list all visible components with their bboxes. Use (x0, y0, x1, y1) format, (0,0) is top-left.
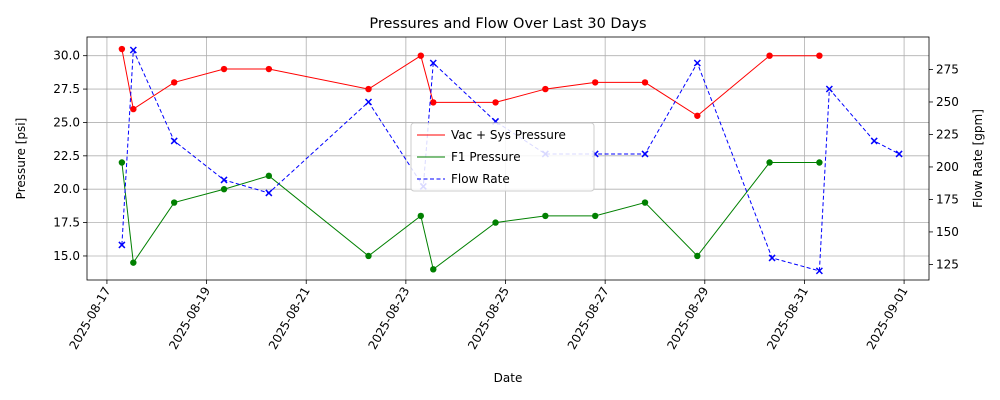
right-y-axis: 125 150 175 200 225 250 275 (929, 62, 959, 271)
marker-stroke (815, 267, 823, 275)
right-tick-label: 175 (936, 192, 959, 206)
left-tick-label: 15.0 (53, 249, 80, 263)
data-point (130, 105, 137, 113)
data-point (265, 172, 273, 180)
data-point (591, 79, 599, 86)
legend-box (410, 122, 595, 192)
right-tick-label: 275 (936, 62, 959, 76)
data-point (492, 219, 499, 226)
marker-stroke (170, 137, 178, 145)
data-point (220, 65, 228, 73)
marker-stroke (641, 150, 649, 158)
data-point (170, 137, 178, 145)
data-point (815, 267, 823, 275)
marker-stroke (364, 98, 373, 106)
legend-label-flow: Flow Rate (451, 172, 510, 186)
data-point (870, 137, 878, 145)
data-point (641, 199, 649, 206)
data-point (364, 98, 373, 106)
data-point (825, 85, 833, 93)
data-point (430, 99, 437, 106)
data-point (768, 254, 776, 262)
marker-stroke (220, 176, 228, 184)
marker-stroke (768, 254, 776, 262)
data-point (129, 46, 137, 54)
series-1 (118, 159, 823, 273)
data-point (641, 150, 649, 158)
data-point (130, 259, 137, 266)
data-point (542, 85, 549, 93)
data-point (694, 112, 701, 119)
marker-stroke (825, 85, 833, 93)
data-point (816, 159, 823, 166)
right-tick-label: 125 (936, 257, 959, 271)
left-y-axis: 15.0 17.5 20.0 22.5 25.0 27.5 30.0 (53, 49, 87, 263)
marker-stroke (118, 241, 126, 249)
data-point (220, 176, 228, 184)
data-point (766, 52, 773, 59)
left-tick-label: 17.5 (53, 216, 80, 230)
left-tick-label: 22.5 (53, 149, 80, 163)
left-y-axis-label: Pressure [psi] (14, 118, 28, 200)
right-tick-label: 250 (936, 95, 959, 109)
left-tick-label: 27.5 (53, 82, 80, 96)
data-point (895, 150, 903, 158)
data-point (591, 212, 599, 220)
data-point (417, 52, 425, 59)
series-0 (118, 45, 823, 119)
data-point (118, 45, 126, 53)
marker-stroke (870, 137, 878, 145)
data-point (417, 212, 425, 220)
data-point (641, 79, 649, 86)
marker-stroke (693, 59, 701, 67)
right-tick-label: 200 (936, 160, 959, 174)
chart-title: Pressures and Flow Over Last 30 Days (369, 16, 646, 32)
grid-lines (87, 37, 929, 280)
legend: Vac + Sys Pressure F1 Pressure Flow Rate (410, 122, 595, 192)
marker-stroke (265, 189, 273, 197)
data-point (170, 79, 178, 86)
marker-stroke (129, 46, 137, 54)
right-tick-label: 225 (936, 127, 959, 141)
data-point (693, 59, 701, 67)
data-point (118, 159, 126, 166)
right-tick-label: 150 (936, 225, 959, 239)
data-point (365, 252, 372, 260)
left-tick-label: 20.0 (53, 182, 80, 196)
data-point (220, 186, 228, 193)
plot-frame (86, 36, 930, 281)
data-point (265, 65, 273, 73)
data-point (694, 252, 701, 260)
right-y-axis-label: Flow Rate [gpm] (971, 109, 985, 208)
data-point (816, 52, 823, 59)
left-tick-label: 30.0 (53, 49, 80, 63)
x-axis-label: Date (494, 371, 523, 385)
data-point (766, 159, 773, 166)
legend-label-f1: F1 Pressure (451, 150, 521, 164)
data-point (492, 99, 499, 106)
data-point (118, 241, 126, 249)
data-point (429, 59, 437, 67)
legend-label-vac-sys: Vac + Sys Pressure (451, 128, 566, 142)
data-point (365, 85, 372, 93)
marker-stroke (429, 59, 437, 67)
data-point (542, 212, 549, 220)
data-point (430, 266, 437, 273)
data-point (265, 189, 273, 197)
left-tick-label: 25.0 (53, 115, 80, 129)
marker-stroke (895, 150, 903, 158)
data-point (170, 199, 178, 206)
